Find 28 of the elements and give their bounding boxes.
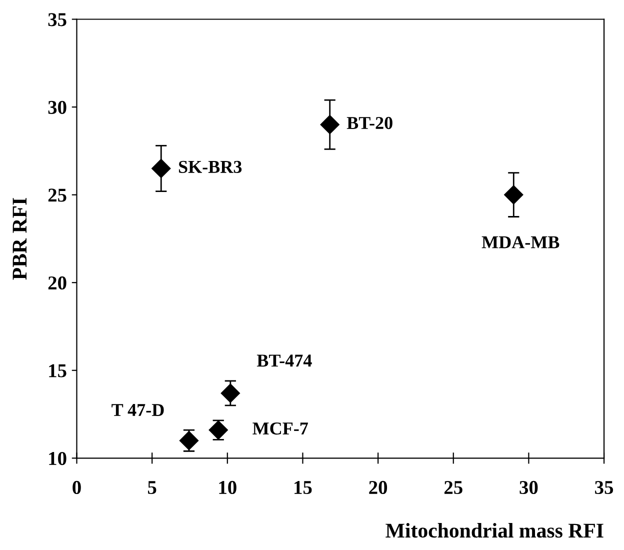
- x-tick-label: 5: [148, 481, 156, 494]
- point: [208, 420, 228, 440]
- y-tick-label: 25: [48, 188, 66, 202]
- y-tick-label: 35: [48, 13, 66, 26]
- annotation: BT-20: [346, 116, 392, 130]
- annotation: SK-BR3: [178, 160, 242, 173]
- y-tick-label: 10: [49, 452, 66, 466]
- y-tick-label: 30: [48, 100, 66, 114]
- x-tick-label: 0: [72, 480, 81, 494]
- y-axis-title: PBR RFI: [12, 198, 27, 280]
- point: [152, 158, 171, 178]
- y-tick-label: 15: [49, 364, 66, 378]
- x-axis-title: Mitochondrial mass RFI: [386, 523, 604, 538]
- x-tick-label: 30: [520, 480, 538, 494]
- annotation: BT-474: [256, 354, 312, 367]
- x-tick-label: 25: [444, 480, 462, 494]
- annotation: T 47-D: [112, 404, 164, 416]
- x-tick-label: 15: [294, 481, 312, 494]
- annotation: MDA-MB: [482, 236, 560, 248]
- point: [504, 185, 524, 204]
- y-tick-label: 20: [48, 276, 66, 290]
- point: [179, 431, 199, 450]
- x-tick-label: 20: [369, 480, 388, 494]
- x-tick-label: 10: [219, 480, 236, 494]
- annotation: MCF-7: [252, 422, 308, 435]
- x-tick-label: 35: [595, 480, 614, 494]
- point: [320, 115, 340, 134]
- point: [220, 384, 240, 403]
